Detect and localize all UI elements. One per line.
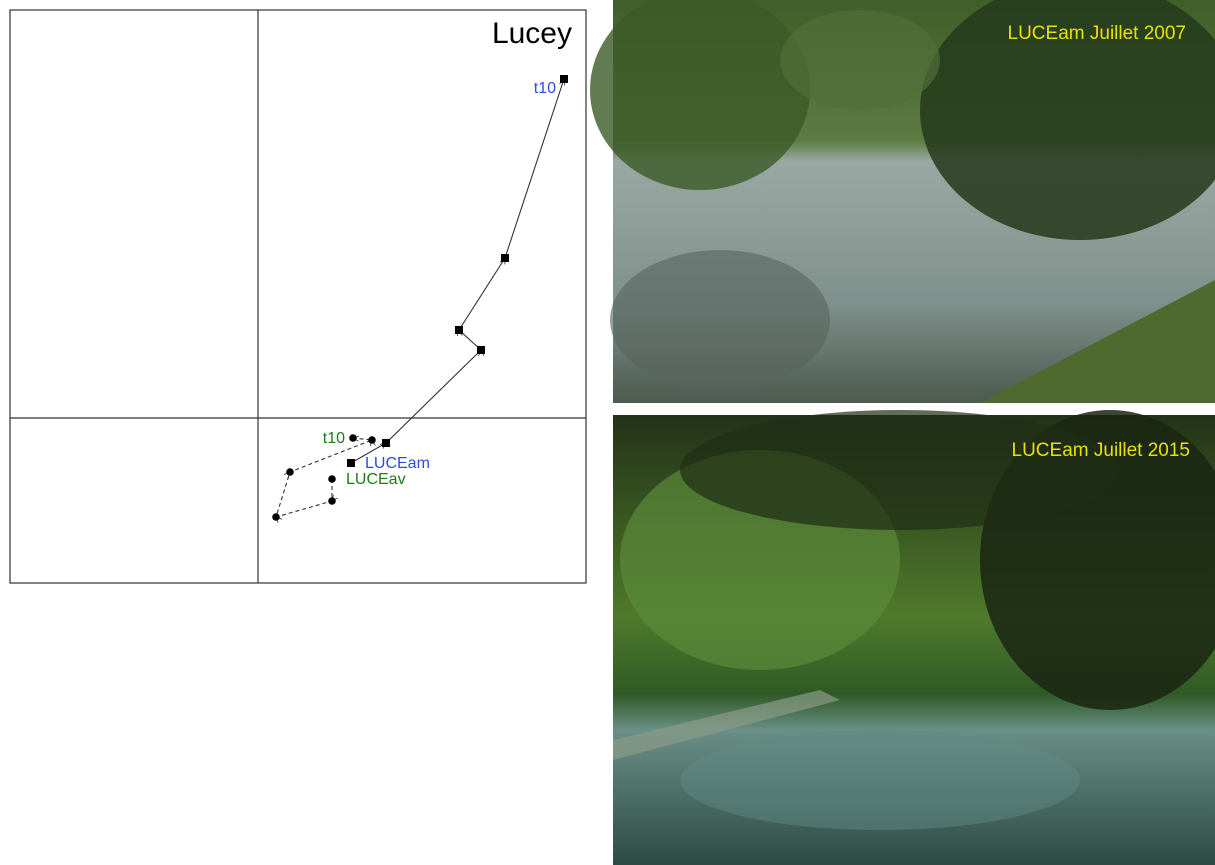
- plot-frame: [9, 9, 587, 584]
- start-label: LUCEam: [365, 455, 430, 472]
- point: [272, 513, 280, 521]
- end-label: t10: [323, 430, 345, 447]
- point: [501, 254, 509, 262]
- point: [560, 75, 568, 83]
- plot-area: LUCEam t10 LUCEav t10: [10, 10, 586, 583]
- point: [477, 346, 485, 354]
- chart-title: Lucey: [492, 17, 572, 50]
- point: [455, 326, 463, 334]
- start-label: LUCEav: [346, 471, 406, 488]
- point: [347, 459, 355, 467]
- end-label: t10: [534, 80, 556, 97]
- photo-caption: LUCEam Juillet 2007: [1008, 23, 1186, 44]
- point: [349, 434, 357, 442]
- point: [286, 468, 294, 476]
- photo-2015: LUCEam Juillet 2015: [613, 410, 1215, 865]
- point: [328, 497, 336, 505]
- photo-2007: LUCEam Juillet 2007: [590, 0, 1215, 403]
- point: [368, 436, 376, 444]
- point: [382, 439, 390, 447]
- trajectory-line: [350, 79, 564, 464]
- point: [328, 475, 336, 483]
- photo-caption: LUCEam Juillet 2015: [1012, 440, 1190, 461]
- title-box: [460, 11, 585, 57]
